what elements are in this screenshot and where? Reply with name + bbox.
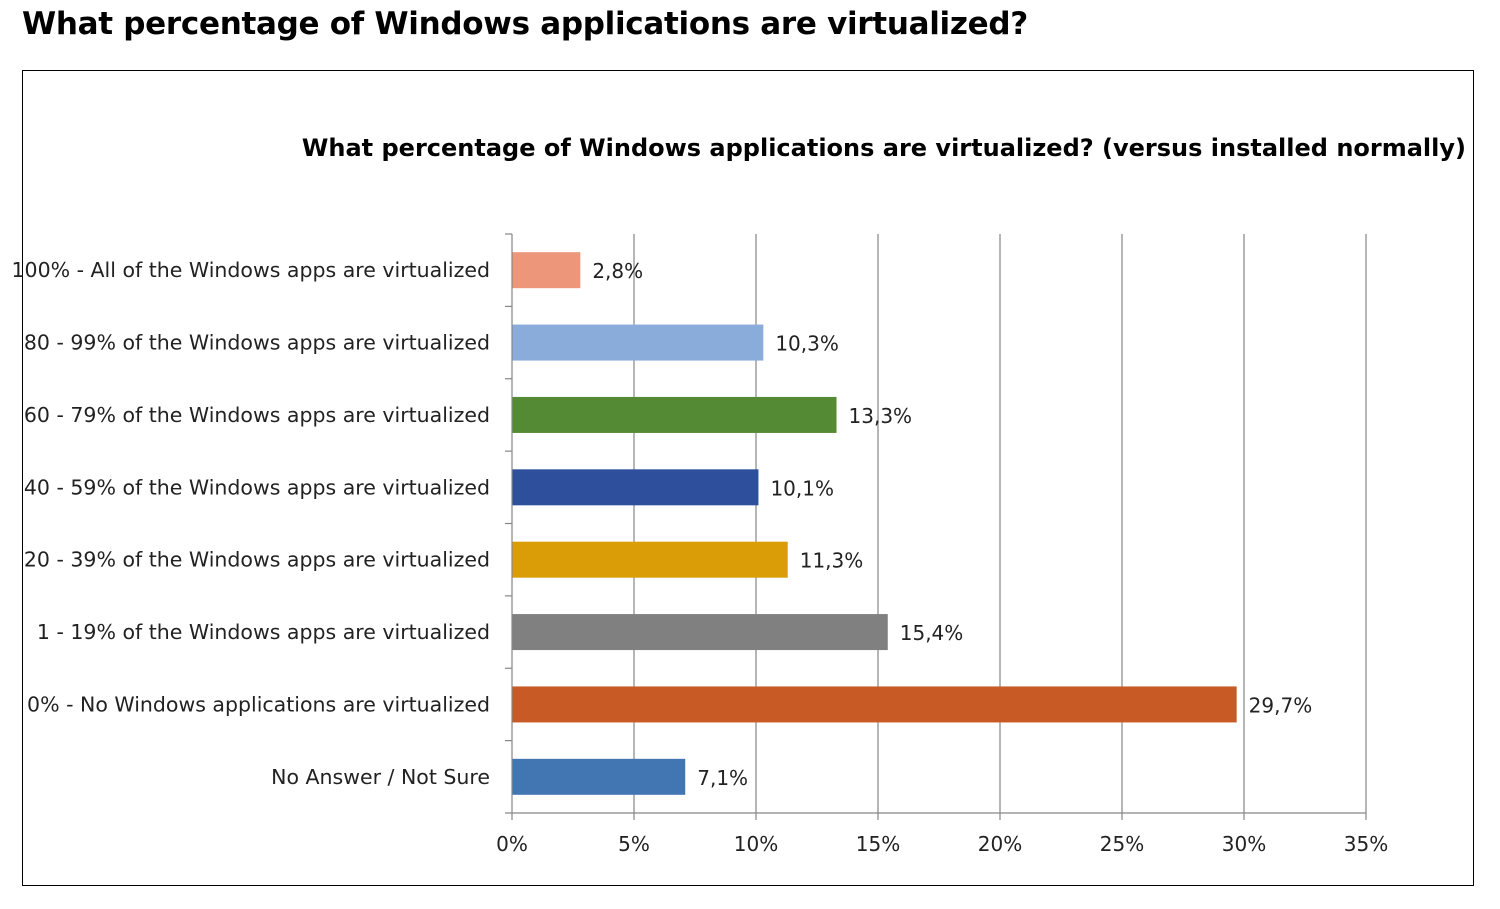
page-heading: What percentage of Windows applications …: [22, 6, 1028, 42]
category-label: 0% - No Windows applications are virtual…: [27, 692, 490, 716]
bar: [512, 686, 1237, 723]
data-label: 15,4%: [900, 621, 964, 645]
bar: [512, 324, 764, 361]
data-label: 11,3%: [800, 549, 864, 573]
labels: 100% - All of the Windows apps are virtu…: [11, 258, 1388, 856]
category-label: 60 - 79% of the Windows apps are virtual…: [24, 403, 490, 427]
x-tick-label: 15%: [856, 832, 900, 856]
x-tick-label: 25%: [1100, 832, 1144, 856]
bar: [512, 469, 759, 506]
gridlines: [633, 234, 1367, 813]
axes: [505, 233, 1367, 820]
bar: [512, 614, 888, 651]
x-tick-label: 35%: [1344, 832, 1388, 856]
data-label: 13,3%: [849, 404, 913, 428]
chart-title: What percentage of Windows applications …: [302, 134, 1466, 162]
category-label: 80 - 99% of the Windows apps are virtual…: [24, 331, 490, 355]
category-label: 20 - 39% of the Windows apps are virtual…: [24, 548, 490, 572]
x-tick-label: 20%: [978, 832, 1022, 856]
x-tick-label: 0%: [496, 832, 528, 856]
bar: [512, 396, 837, 433]
data-label: 29,7%: [1249, 693, 1313, 717]
data-label: 10,3%: [775, 332, 839, 356]
x-tick-label: 5%: [618, 832, 650, 856]
category-label: 100% - All of the Windows apps are virtu…: [11, 258, 490, 282]
category-label: No Answer / Not Sure: [271, 765, 490, 789]
category-label: 40 - 59% of the Windows apps are virtual…: [24, 475, 490, 499]
data-label: 7,1%: [697, 766, 748, 790]
chart-frame: [22, 70, 1474, 886]
category-label: 1 - 19% of the Windows apps are virtuali…: [37, 620, 490, 644]
bar: [512, 541, 788, 578]
x-tick-label: 10%: [734, 832, 778, 856]
data-label: 2,8%: [592, 259, 643, 283]
data-label: 10,1%: [770, 476, 834, 500]
bar: [512, 758, 686, 795]
bars: [512, 252, 1237, 795]
bar: [512, 252, 581, 289]
x-tick-label: 30%: [1222, 832, 1266, 856]
